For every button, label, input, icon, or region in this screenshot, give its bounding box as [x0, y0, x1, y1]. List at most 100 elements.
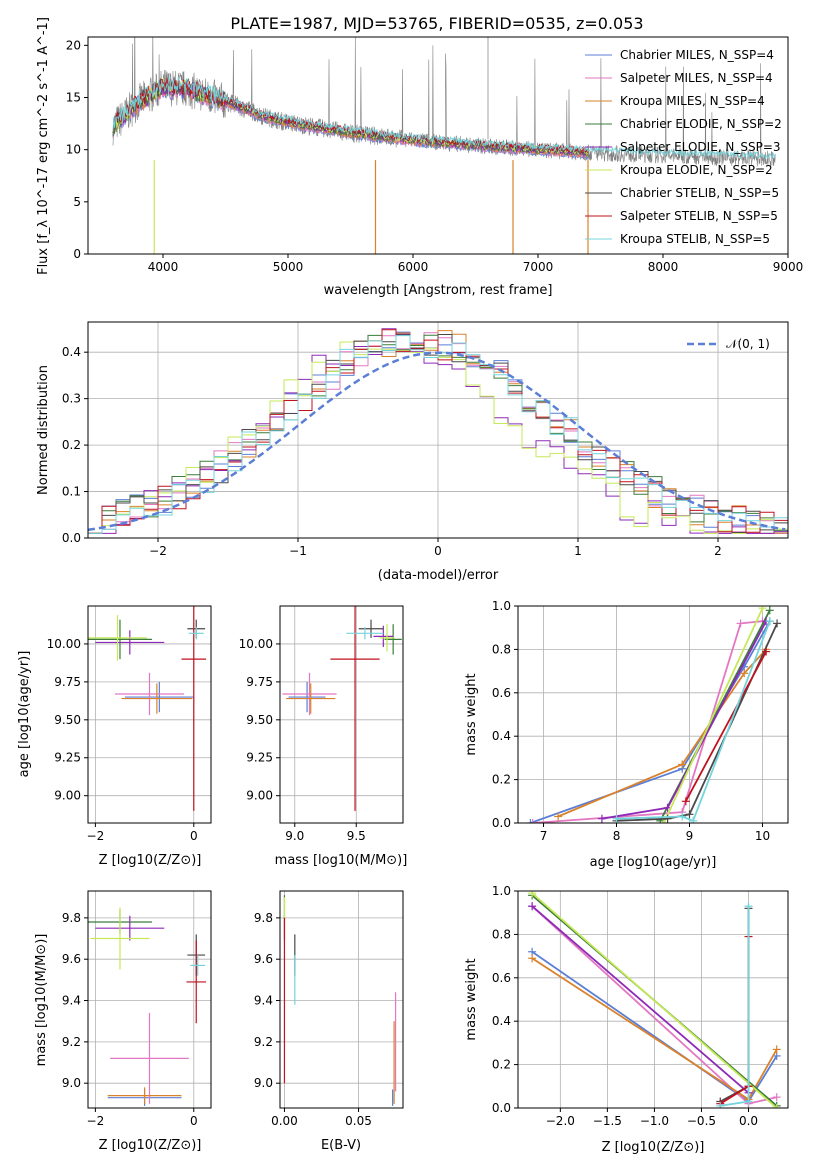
residual-panel: −2 −1 0 1 2 0.0 0.1 0.2 0.3 0.4	[62, 321, 789, 558]
mass-vs-metallicity-panel: −2 0 9.0 9.2 9.4 9.6 9.8	[62, 890, 212, 1128]
x-tick-label: 0	[190, 829, 198, 843]
figure-title: PLATE=1987, MJD=53765, FIBERID=0535, z=0…	[230, 14, 643, 33]
plots-layer: 4000 5000 6000 7000 8000 900005101520waveleng…	[17, 17, 804, 1155]
weight-line	[663, 607, 764, 823]
plot-area	[88, 606, 207, 811]
age-vs-metallicity-panel: −2 0 9.00 9.25 9.50 9.75 10.00	[47, 605, 212, 843]
mass-vs-ebv-panel: 0.00 0.05 9.0 9.2 9.4 9.6 9.8	[254, 890, 404, 1128]
axes-frame	[87, 36, 789, 255]
axes-frame	[517, 890, 789, 1109]
x-tick-label: −1.5	[593, 1114, 622, 1128]
y-tick-label: 1.0	[492, 599, 511, 613]
x-tick-label: 8000	[648, 260, 679, 274]
weight-line	[616, 623, 778, 822]
x-tick-label: 9.0	[285, 829, 304, 843]
histogram-salpeter-stelib	[88, 329, 788, 534]
y-tick-label: 9.50	[54, 713, 81, 727]
y-axis-label: mass weight	[464, 958, 479, 1040]
x-tick-label: 6000	[398, 260, 429, 274]
y-tick-label: 9.8	[254, 911, 273, 925]
y-tick-label: 9.50	[246, 713, 273, 727]
weight-line	[720, 906, 750, 1107]
y-tick-label: 9.00	[246, 789, 273, 803]
x-tick-label: 5000	[273, 260, 304, 274]
x-axis-label: E(B-V)	[321, 1138, 361, 1153]
y-tick-label: 9.6	[254, 952, 273, 966]
x-tick-label: 0.05	[345, 1114, 372, 1128]
axes-frame	[87, 605, 212, 824]
y-tick-label: 9.75	[246, 675, 273, 689]
y-tick-label: 9.2	[254, 1035, 273, 1049]
legend-entry-label: Salpeter STELIB, N_SSP=5	[620, 209, 778, 223]
y-tick-label: 0.0	[492, 816, 511, 830]
y-axis-label: age [log10(age/yr)]	[17, 651, 32, 778]
y-tick-label: 0.0	[492, 1101, 511, 1115]
plot-area	[528, 891, 781, 1108]
axes-frame	[279, 605, 404, 824]
age-vs-mass-panel: 9.0 9.5 9.00 9.25 9.50 9.75 10.00	[239, 605, 404, 843]
y-tick-label: 10	[66, 143, 81, 157]
x-tick-label: 0.0	[739, 1114, 758, 1128]
y-axis-label: mass [log10(M/M⊙)]	[34, 934, 49, 1067]
y-tick-label: 0.8	[492, 642, 511, 656]
legend: Chabrier MILES, N_SSP=4 Salpeter MILES, N…	[585, 48, 782, 246]
weight-vs-age-panel: 7 8 9 10 0.0 0.2 0.4 0.6 0.8 1.0	[492, 599, 789, 843]
x-tick-label: −2	[87, 829, 105, 843]
x-tick-label: 10	[755, 829, 770, 843]
histogram-kroupa-stelib	[88, 335, 788, 534]
x-axis-label: wavelength [Angstrom, rest frame]	[324, 283, 553, 298]
y-tick-label: 9.4	[62, 994, 81, 1008]
axes-frame	[279, 890, 404, 1109]
weight-line	[685, 651, 767, 802]
y-tick-label: 10.00	[47, 637, 81, 651]
x-tick-label: −2	[149, 544, 167, 558]
y-tick-label: 9.0	[62, 1076, 81, 1090]
y-tick-label: 9.2	[62, 1035, 81, 1049]
x-tick-label: 1	[574, 544, 582, 558]
spectrum-panel: 4000 5000 6000 7000 8000 9000 0 5 10 15 20	[66, 36, 804, 274]
legend-entry-label: Salpeter MILES, N_SSP=4	[620, 71, 773, 85]
x-tick-label: 9000	[773, 260, 804, 274]
weight-line	[557, 648, 767, 818]
x-axis-label: Z [log10(Z/Z⊙)]	[99, 1138, 202, 1153]
plot-area	[112, 37, 776, 254]
y-tick-label: 0	[73, 247, 81, 261]
legend-entry-label: Kroupa STELIB, N_SSP=5	[620, 232, 770, 246]
weight-vs-metallicity-panel: −2.0 −1.5 −1.0 −0.5 0.0 0.0 0.2 0.4 0.6 0.8 1.0	[492, 884, 789, 1128]
x-tick-label: 7000	[523, 260, 554, 274]
y-tick-label: 0.6	[492, 686, 511, 700]
x-axis-label: (data-model)/error	[378, 568, 499, 583]
plot-area	[282, 606, 402, 811]
y-tick-label: 0.6	[492, 971, 511, 985]
y-tick-label: 9.00	[54, 789, 81, 803]
model-spectrum-kroupa-stelib	[112, 76, 776, 160]
y-tick-label: 10.00	[239, 637, 273, 651]
legend-entry-label: Chabrier MILES, N_SSP=4	[620, 48, 774, 62]
x-tick-label: 4000	[148, 260, 179, 274]
x-tick-label: 0.00	[271, 1114, 298, 1128]
legend-entry-label: Salpeter ELODIE, N_SSP=3	[620, 140, 781, 154]
x-axis-label: mass [log10(M/M⊙)]	[275, 853, 408, 868]
x-tick-label: −1	[289, 544, 307, 558]
y-tick-label: 9.8	[62, 911, 81, 925]
y-tick-label: 20	[66, 38, 81, 52]
weight-line	[530, 620, 771, 823]
y-tick-label: 0.4	[492, 1014, 511, 1028]
legend-entry-label: Kroupa MILES, N_SSP=4	[620, 94, 765, 108]
y-tick-label: 9.25	[54, 751, 81, 765]
axes-frame	[517, 605, 789, 824]
y-tick-label: 9.25	[246, 751, 273, 765]
y-axis-label: Flux [f_λ 10^-17 erg cm^-2 s^-1 A^-1]	[36, 17, 51, 275]
y-tick-label: 0.4	[492, 729, 511, 743]
legend-entry-label: Chabrier STELIB, N_SSP=5	[620, 186, 779, 200]
y-tick-label: 9.6	[62, 952, 81, 966]
x-axis-label: Z [log10(Z/Z⊙)]	[602, 1140, 705, 1155]
x-tick-label: −0.5	[687, 1114, 716, 1128]
legend-entry-label: 𝒩(0, 1)	[726, 337, 770, 351]
y-tick-label: 0.3	[62, 392, 81, 406]
y-tick-label: 0.8	[492, 927, 511, 941]
x-tick-label: 0	[434, 544, 442, 558]
axes-frame	[87, 890, 212, 1109]
plot-area	[526, 606, 782, 823]
